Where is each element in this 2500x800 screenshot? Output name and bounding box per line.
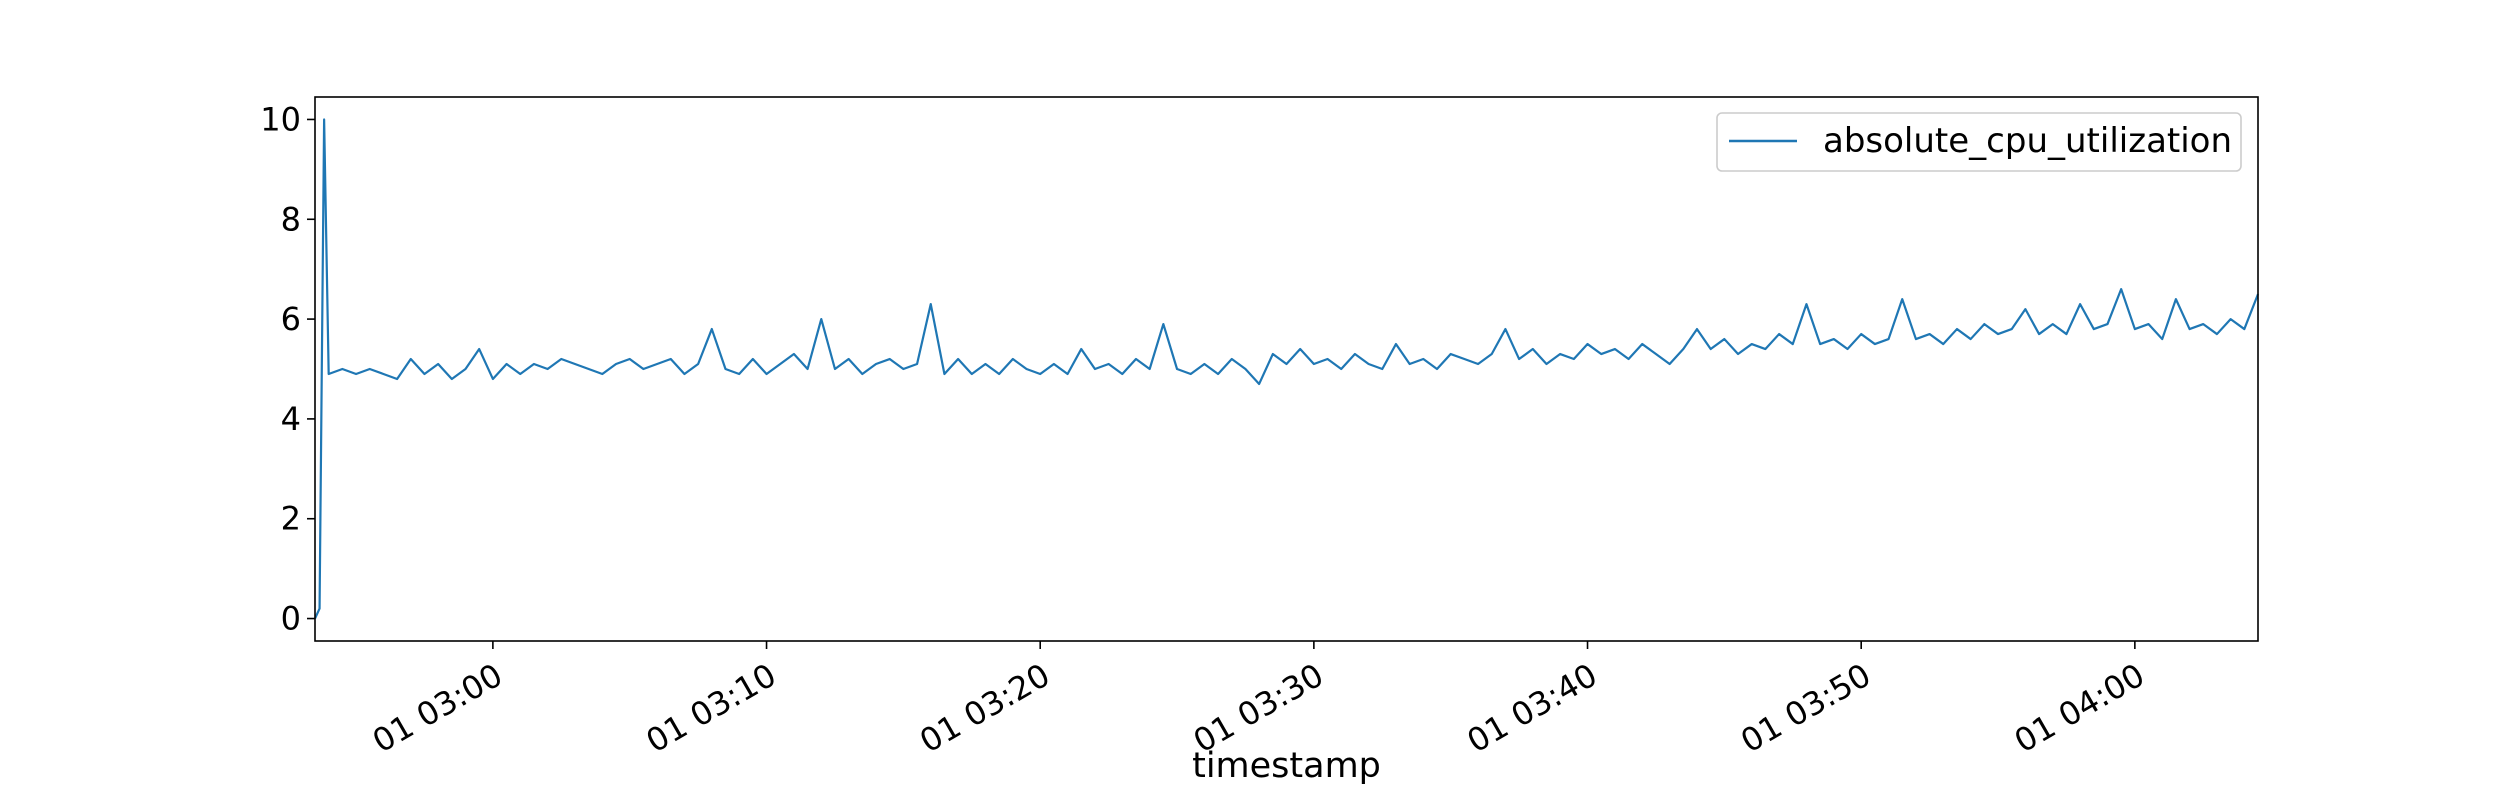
x-tick-label: 01 03:40 — [1461, 656, 1604, 760]
x-tick-label: 01 03:50 — [1734, 656, 1877, 760]
y-tick-label: 8 — [281, 200, 301, 238]
y-tick-label: 0 — [281, 600, 301, 638]
x-tick-label: 01 03:20 — [913, 656, 1056, 760]
y-tick-label: 10 — [260, 100, 301, 138]
legend[interactable]: absolute_cpu_utilization — [1716, 112, 2242, 172]
x-tick-label: 01 03:00 — [366, 656, 509, 760]
x-axis-title: timestamp — [1192, 746, 1381, 786]
y-tick-label: 2 — [281, 500, 301, 538]
x-tick-label: 01 03:10 — [640, 656, 783, 760]
x-tick-label: 01 04:00 — [2008, 656, 2151, 760]
legend-label: absolute_cpu_utilization — [1823, 121, 2232, 161]
legend-frame — [1716, 112, 2242, 172]
series-line-0 — [313, 118, 2260, 619]
y-tick-label: 6 — [281, 300, 301, 338]
series-layer — [313, 118, 2260, 619]
y-tick-label: 4 — [281, 400, 301, 438]
plot-frame — [314, 96, 2259, 642]
x-tick-label: 01 03:30 — [1187, 656, 1330, 760]
axis-ticks: 0 2 4 6 8 10 01 03:00 01 03:10 01 03:20 01 03:30 0… — [260, 100, 2151, 760]
